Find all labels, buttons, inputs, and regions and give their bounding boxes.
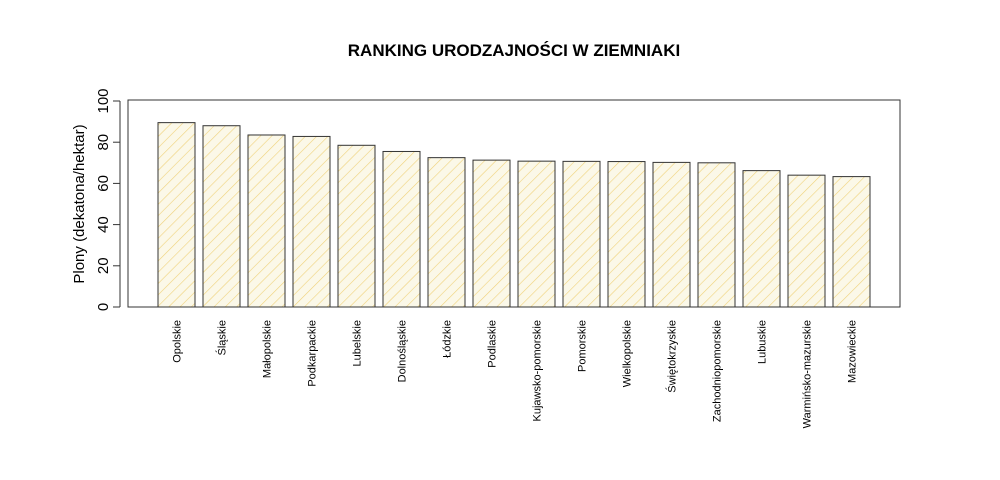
y-axis: 0 20 40 60 80 100 <box>95 88 121 311</box>
y-axis-label: Plony (dekatona/hektar) <box>71 124 88 283</box>
bar <box>742 170 781 308</box>
bar <box>337 144 376 308</box>
chart-title: RANKING URODZAJNOŚCI W ZIEMNIAKI <box>348 41 680 60</box>
y-tick-label: 0 <box>95 303 112 311</box>
bar <box>202 125 241 308</box>
bar <box>472 159 511 308</box>
x-tick-label: Warmińsko-mazurskie <box>802 320 814 428</box>
x-tick-label: Małopolskie <box>262 320 274 378</box>
bar <box>247 134 286 308</box>
bar <box>832 176 871 308</box>
bar <box>607 161 646 308</box>
y-tick-label: 40 <box>95 216 112 233</box>
bar <box>382 150 421 308</box>
bar <box>652 161 691 308</box>
bar <box>157 122 196 308</box>
bar <box>427 157 466 308</box>
y-tick-label: 60 <box>95 175 112 192</box>
x-tick-label: Lubuskie <box>757 320 769 364</box>
bar <box>292 135 331 308</box>
y-tick-label: 100 <box>95 88 112 113</box>
x-tick-label: Mazowieckie <box>847 320 859 383</box>
bars-group <box>157 122 871 308</box>
x-tick-label: Lubelskie <box>352 320 364 366</box>
bar <box>697 162 736 308</box>
bar <box>562 160 601 308</box>
x-tick-label: Podkarpackie <box>307 320 319 387</box>
y-tick-label: 80 <box>95 134 112 151</box>
x-tick-label: Dolnośląskie <box>397 320 409 382</box>
x-tick-label: Zachodniopomorskie <box>712 320 724 422</box>
x-tick-label: Świętokrzyskie <box>666 320 679 393</box>
x-tick-label: Wielkopolskie <box>622 320 634 387</box>
x-tick-label: Opolskie <box>172 320 184 363</box>
x-tick-label: Kujawsko-pomorskie <box>532 320 544 421</box>
y-tick-label: 20 <box>95 257 112 274</box>
bar <box>517 160 556 308</box>
x-tick-label: Pomorskie <box>577 320 589 372</box>
x-tick-label: Śląskie <box>216 320 229 355</box>
bar <box>787 174 826 308</box>
x-tick-label: Łódzkie <box>442 320 454 358</box>
x-tick-labels: Opolskie Śląskie Małopolskie Podkarpackie Lu… <box>172 320 859 428</box>
x-tick-label: Podlaskie <box>487 320 499 368</box>
plot-frame <box>127 99 901 308</box>
